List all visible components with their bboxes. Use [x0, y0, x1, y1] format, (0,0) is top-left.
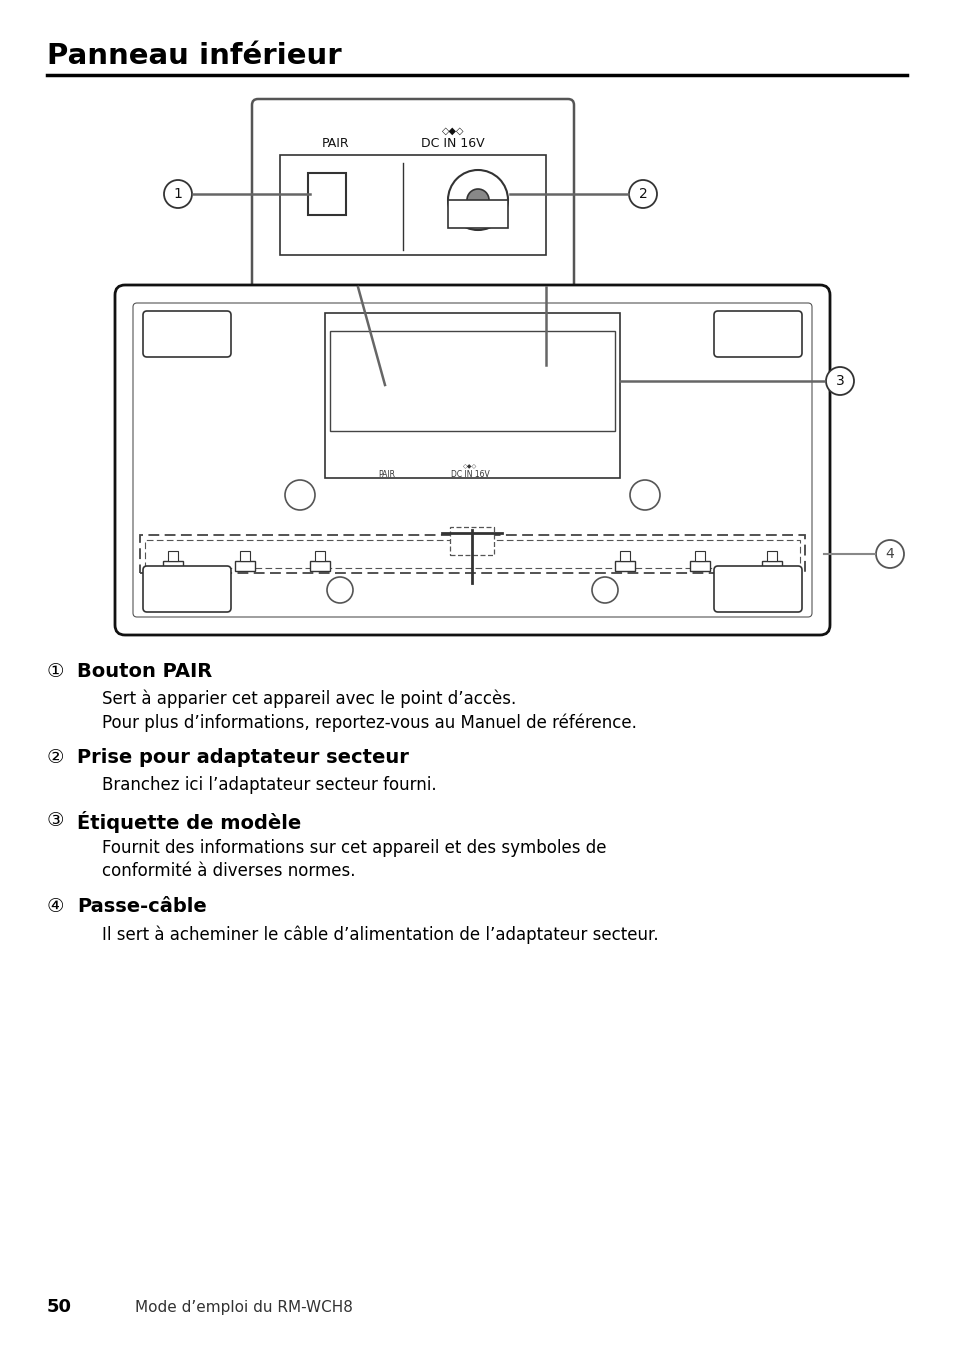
Text: conformité à diverses normes.: conformité à diverses normes.	[102, 862, 355, 880]
Circle shape	[448, 169, 507, 230]
Text: DC IN 16V: DC IN 16V	[420, 137, 484, 151]
Text: Pour plus d’informations, reportez-vous au Manuel de référence.: Pour plus d’informations, reportez-vous …	[102, 713, 637, 732]
Text: ②: ②	[47, 748, 65, 767]
Circle shape	[327, 577, 353, 603]
Bar	[308, 174, 346, 215]
Bar	[240, 551, 250, 561]
Text: 1: 1	[173, 187, 182, 200]
FancyBboxPatch shape	[115, 285, 829, 635]
Text: ③: ③	[47, 811, 65, 830]
Text: ①: ①	[47, 662, 65, 681]
Circle shape	[285, 480, 314, 510]
Bar	[280, 155, 545, 256]
Bar	[761, 561, 781, 572]
Bar	[695, 551, 704, 561]
Bar	[234, 561, 254, 572]
Circle shape	[875, 539, 903, 568]
Text: ◇◆◇: ◇◆◇	[441, 126, 464, 136]
Bar	[163, 561, 183, 572]
Circle shape	[825, 367, 853, 395]
FancyBboxPatch shape	[252, 100, 574, 293]
Circle shape	[467, 190, 489, 211]
Text: PAIR: PAIR	[322, 137, 350, 151]
Bar	[450, 527, 494, 555]
Text: Étiquette de modèle: Étiquette de modèle	[77, 811, 301, 833]
Text: Branchez ici l’adaptateur secteur fourni.: Branchez ici l’adaptateur secteur fourni…	[102, 776, 436, 794]
Bar	[615, 561, 635, 572]
Bar	[330, 331, 615, 430]
FancyBboxPatch shape	[143, 566, 231, 612]
Text: Fournit des informations sur cet appareil et des symboles de: Fournit des informations sur cet apparei…	[102, 839, 606, 857]
Bar	[766, 551, 776, 561]
FancyBboxPatch shape	[713, 566, 801, 612]
Circle shape	[629, 480, 659, 510]
Text: 3: 3	[835, 374, 843, 387]
Bar	[689, 561, 709, 572]
Text: 50: 50	[47, 1298, 71, 1315]
Bar	[140, 535, 804, 573]
Text: ◇◆◇: ◇◆◇	[462, 464, 476, 469]
Text: ④: ④	[47, 897, 65, 916]
Circle shape	[592, 577, 618, 603]
Text: 4: 4	[884, 547, 893, 561]
Bar	[145, 539, 800, 568]
Text: Mode d’emploi du RM-WCH8: Mode d’emploi du RM-WCH8	[135, 1301, 353, 1315]
Bar	[355, 416, 376, 428]
Bar	[310, 561, 330, 572]
Text: Panneau inférieur: Panneau inférieur	[47, 42, 341, 70]
Bar	[325, 313, 619, 477]
FancyBboxPatch shape	[143, 311, 231, 356]
Text: PAIR: PAIR	[378, 469, 395, 479]
Circle shape	[327, 321, 353, 348]
Text: Sert à apparier cet appareil avec le point d’accès.: Sert à apparier cet appareil avec le poi…	[102, 690, 516, 709]
Circle shape	[592, 321, 618, 348]
Text: Bouton PAIR: Bouton PAIR	[77, 662, 212, 681]
FancyBboxPatch shape	[713, 311, 801, 356]
Text: Passe-câble: Passe-câble	[77, 897, 207, 916]
Text: 2: 2	[638, 187, 647, 200]
Text: DC IN 16V: DC IN 16V	[450, 469, 489, 479]
Circle shape	[164, 180, 192, 208]
Bar	[168, 551, 178, 561]
Bar	[314, 551, 325, 561]
Bar	[619, 551, 629, 561]
Bar	[448, 200, 507, 229]
Circle shape	[628, 180, 657, 208]
Text: Il sert à acheminer le câble d’alimentation de l’adaptateur secteur.: Il sert à acheminer le câble d’alimentat…	[102, 925, 658, 943]
Text: Prise pour adaptateur secteur: Prise pour adaptateur secteur	[77, 748, 409, 767]
